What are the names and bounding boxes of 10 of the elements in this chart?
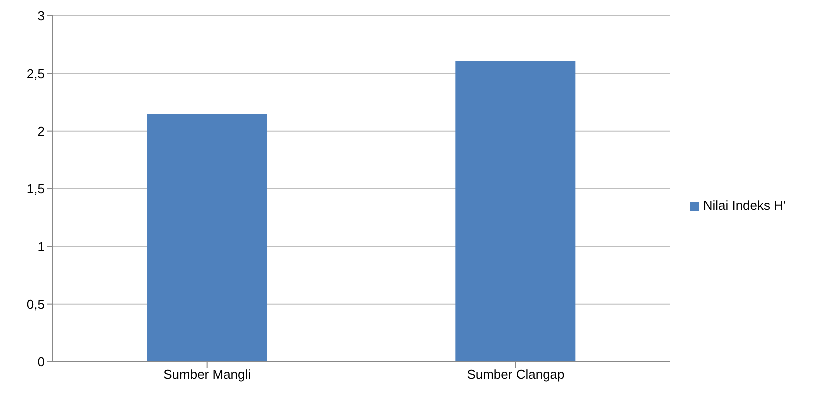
y-tick-label: 2	[38, 124, 45, 139]
legend-label: Nilai Indeks H'	[703, 198, 786, 212]
y-tick-label: 3	[38, 8, 45, 24]
x-tick-label: Sumber Mangli	[164, 367, 252, 382]
y-tick-label: 1	[38, 239, 45, 254]
y-tick-label: 0	[38, 354, 45, 370]
x-tick-label: Sumber Clangap	[467, 367, 565, 382]
y-tick-label: 2,5	[26, 66, 45, 82]
y-tick-label: 1,5	[26, 182, 45, 197]
y-tick-label: 0,5	[26, 296, 45, 312]
